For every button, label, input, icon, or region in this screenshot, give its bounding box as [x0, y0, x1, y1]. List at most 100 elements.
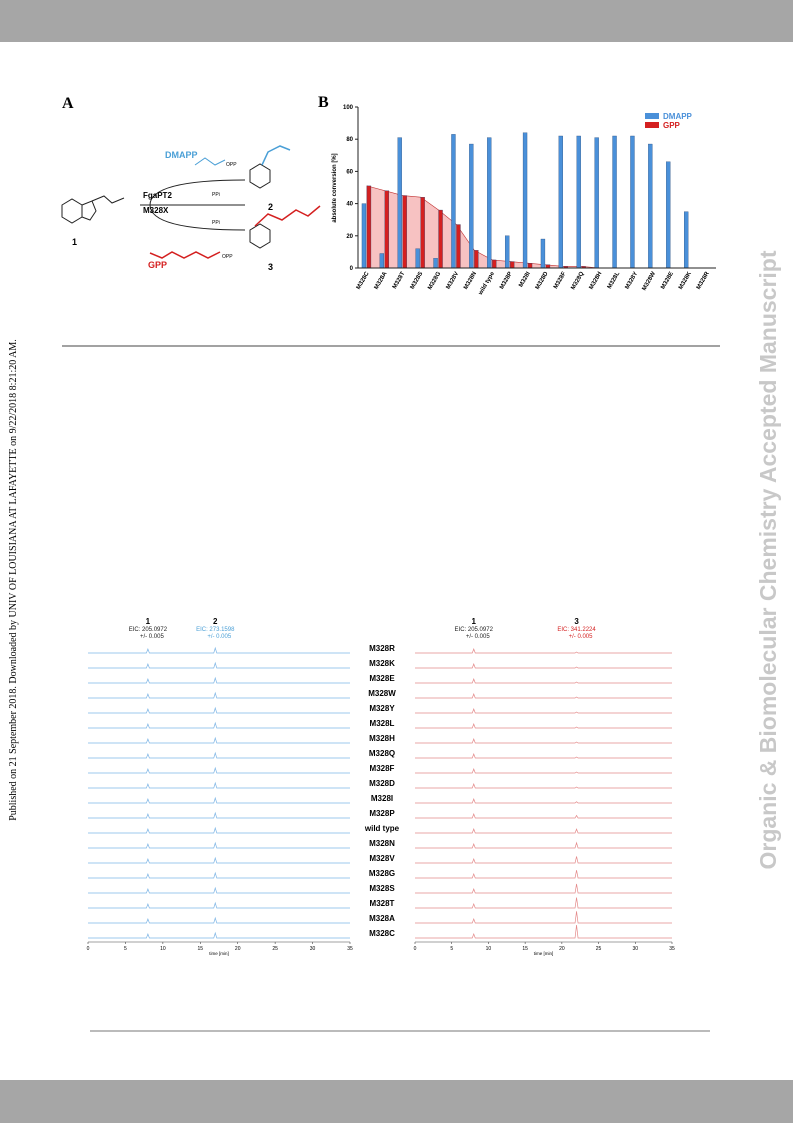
peak-eic: EIC: 205.0972 — [455, 627, 494, 633]
prenyl — [254, 205, 321, 227]
x-tick-label: 10 — [160, 946, 166, 952]
x-tick-label: M328A — [374, 270, 389, 290]
bar — [451, 134, 456, 269]
trace — [88, 901, 350, 909]
bar — [474, 250, 479, 269]
x-tick-label: M328N — [463, 271, 478, 291]
x-tick-label: 5 — [124, 946, 127, 952]
trace — [88, 856, 350, 864]
bar — [612, 135, 617, 269]
ring — [249, 163, 271, 189]
bar — [379, 253, 385, 269]
bar — [415, 248, 420, 269]
trace — [88, 886, 350, 894]
bar — [576, 135, 581, 269]
y-tick-label: 20 — [346, 234, 353, 240]
trace — [88, 766, 350, 774]
trace — [415, 883, 672, 894]
x-tick-label: M328F — [553, 271, 568, 290]
bar — [384, 190, 390, 269]
trace — [88, 751, 350, 759]
bar — [469, 143, 474, 269]
trace — [88, 931, 350, 939]
peak-number: 3 — [574, 617, 579, 626]
panel-label: A — [62, 95, 74, 112]
trace — [88, 706, 350, 714]
trace — [415, 648, 672, 654]
x-tick-label: 30 — [633, 946, 639, 952]
sample-label: M328F — [370, 764, 395, 773]
x-tick-label: M328V — [445, 271, 460, 290]
bar — [420, 197, 425, 269]
bar — [527, 263, 533, 269]
arrow — [149, 179, 246, 206]
bar — [630, 135, 635, 269]
arrow — [149, 204, 246, 231]
peak-eic: EIC: 205.0972 — [129, 627, 168, 633]
x-axis-label: time [min] — [209, 951, 229, 956]
trace — [88, 811, 350, 819]
enzyme: FgaPT2 — [143, 191, 172, 200]
ppi: PPi — [212, 192, 220, 198]
y-tick-label: 80 — [346, 137, 353, 143]
bar — [402, 195, 407, 269]
bar — [397, 137, 402, 269]
ppi: PPi — [212, 220, 220, 226]
legend-swatch — [645, 113, 659, 119]
trace — [88, 676, 350, 684]
x-tick-label: 25 — [272, 946, 278, 952]
opp: OPP — [222, 254, 233, 260]
x-tick-label: 20 — [559, 946, 565, 952]
compound-number: 1 — [72, 237, 77, 247]
x-tick-label: 10 — [486, 946, 492, 952]
bar — [487, 137, 492, 269]
x-tick-label: 0 — [414, 946, 417, 952]
x-tick-label: M328W — [642, 271, 658, 292]
trace — [88, 661, 350, 669]
mutant: M328X — [143, 206, 169, 215]
x-tick-label: M328Y — [624, 271, 639, 290]
bar — [666, 161, 671, 269]
sample-label: M328H — [369, 734, 395, 743]
sample-label: M328E — [369, 674, 395, 683]
trace — [88, 691, 350, 699]
x-tick-label: M328G — [427, 271, 442, 291]
y-tick-label: 40 — [346, 202, 353, 208]
trace — [88, 871, 350, 879]
sample-label: M328V — [369, 854, 395, 863]
trace — [415, 828, 672, 834]
donor-chain — [194, 157, 226, 166]
trace — [88, 796, 350, 804]
trace — [415, 856, 672, 864]
sample-label: M328K — [369, 659, 395, 668]
x-tick-label: M328T — [392, 271, 407, 290]
trace — [415, 768, 672, 774]
sample-label: M328W — [368, 689, 396, 698]
header-bar — [0, 0, 793, 42]
x-tick-label: 0 — [87, 946, 90, 952]
y-axis-label: absolute conversion [%] — [332, 153, 338, 222]
donor: GPP — [148, 260, 167, 270]
compound-number: 3 — [268, 262, 273, 272]
x-tick-label: M328S — [410, 271, 425, 290]
donor: DMAPP — [165, 150, 198, 160]
trace — [88, 736, 350, 744]
peak-tol: +/- 0.005 — [207, 634, 232, 640]
chain — [91, 195, 125, 204]
sample-label: M328S — [369, 884, 395, 893]
x-tick-label: M328K — [678, 270, 693, 290]
x-tick-label: M328D — [535, 270, 550, 290]
legend-swatch — [645, 122, 659, 128]
trace — [415, 678, 672, 684]
peak-tol: +/- 0.005 — [140, 634, 165, 640]
x-tick-label: M328L — [607, 271, 622, 290]
trace — [415, 723, 672, 729]
x-tick-label: M328I — [518, 271, 532, 289]
trace — [88, 721, 350, 729]
sample-label: wild type — [364, 824, 400, 833]
sample-label: M328P — [369, 809, 395, 818]
trace — [415, 663, 672, 669]
trace — [88, 781, 350, 789]
bar — [492, 259, 497, 269]
